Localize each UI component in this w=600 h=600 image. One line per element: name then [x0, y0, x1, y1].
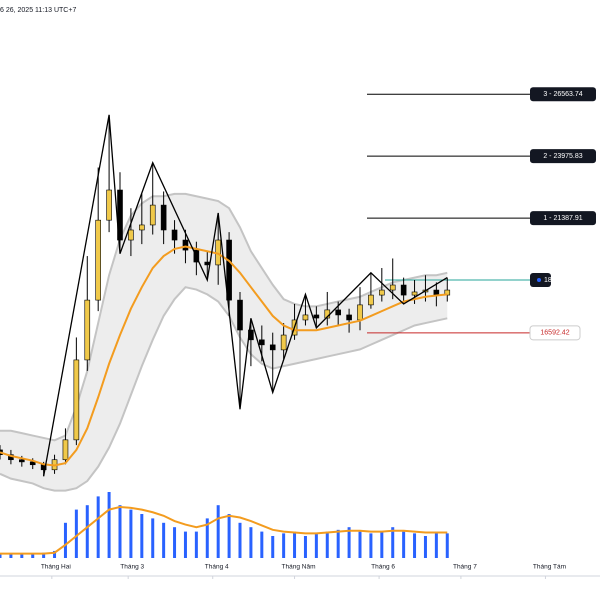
volume-bar [282, 533, 286, 558]
x-tick-label: Tháng 7 [453, 564, 477, 571]
candle-body [346, 314, 352, 321]
last-price-label: 18800 [544, 277, 564, 284]
volume-bar [42, 552, 46, 558]
volume-bar [63, 522, 67, 558]
level-label: 2 - 23975.83 [543, 153, 582, 160]
candle-body [139, 224, 145, 231]
volume-bar [183, 531, 187, 558]
candle-body [269, 344, 276, 351]
candle-body [29, 461, 36, 466]
volume-ma [0, 505, 448, 555]
candle-body [400, 284, 407, 296]
candle-body [302, 314, 309, 321]
volume-bar [216, 505, 220, 558]
volume-bar [413, 533, 417, 558]
candle-body [171, 229, 178, 241]
candle-body [73, 359, 80, 441]
volume-bar [238, 522, 242, 558]
volume-bar [314, 533, 318, 558]
volume-bar [205, 518, 209, 558]
candle-body [379, 289, 385, 296]
volume-bar [434, 531, 438, 558]
volume-bar [227, 514, 231, 558]
level-tag [530, 87, 596, 102]
x-tick-label: Tháng 6 [371, 564, 395, 571]
volume-bar [31, 553, 35, 558]
volume-bar [162, 522, 166, 558]
candle-body [62, 439, 69, 461]
timestamp: 6 26, 2025 11:13 UTC+7 [0, 7, 76, 14]
candle-body [19, 459, 25, 463]
volume-bar [140, 514, 144, 558]
candle-body [280, 334, 287, 351]
last-price-dot [537, 278, 541, 282]
candle-body [357, 304, 363, 321]
candle-body [237, 299, 243, 331]
volume-bar [173, 527, 177, 558]
level-label: 3 - 26563.74 [543, 91, 582, 98]
candle-body [106, 189, 112, 221]
volume-bar [260, 531, 264, 558]
candle-body [389, 284, 396, 291]
support-tag [529, 325, 581, 341]
candle-body [411, 291, 418, 296]
volume-bar [293, 531, 297, 558]
x-tick-label: Tháng Tám [533, 564, 566, 571]
volume-bar [358, 531, 362, 558]
candle-body [313, 314, 320, 319]
x-tick-label: Tháng 4 [205, 564, 229, 571]
volume-bar [151, 518, 155, 558]
volume-bar [249, 527, 253, 558]
candle-body [84, 299, 91, 361]
volume-bar [118, 505, 122, 558]
band-lower [0, 286, 448, 492]
volume-bar [391, 527, 395, 558]
candle-body [182, 239, 189, 251]
volume-bar [107, 492, 111, 558]
volume-bar [380, 531, 384, 558]
level-tag [530, 149, 596, 164]
volume-bar [129, 509, 133, 558]
volume-bar [369, 533, 373, 558]
level-label: 1 - 21387.91 [543, 215, 582, 222]
volume-bar [347, 527, 351, 558]
volume-bar [423, 536, 427, 558]
candle-body [259, 339, 265, 346]
volume-bar [402, 531, 406, 558]
volume-bar [303, 536, 307, 558]
x-tick-label: Tháng Năm [282, 564, 316, 571]
x-tick-label: Tháng 3 [120, 564, 144, 571]
candle-body [433, 289, 440, 296]
x-tick-label: Tháng Hai [41, 564, 71, 571]
volume-bar [74, 509, 78, 558]
volume-bar [20, 554, 24, 558]
candle-body [226, 239, 232, 301]
candle-body [160, 204, 167, 231]
volume-bar [85, 505, 89, 558]
candle-body [368, 294, 374, 306]
candle-body [128, 229, 134, 241]
candle-body [95, 219, 101, 301]
volume-bar [271, 536, 275, 558]
candle-body [335, 309, 341, 316]
volume-bar [336, 529, 340, 558]
volume-bar [96, 496, 100, 558]
level-tag [530, 211, 596, 226]
volume-bar [53, 550, 57, 558]
volume-bar [194, 531, 198, 558]
volume-bar [325, 531, 329, 558]
volume-bar [0, 553, 2, 558]
volume-bar [445, 533, 449, 558]
volume-bar [9, 553, 13, 558]
candle-body [149, 204, 156, 226]
candle-body [204, 261, 211, 266]
zigzag-line [42, 114, 448, 477]
support-label: 16592.42 [540, 330, 569, 337]
